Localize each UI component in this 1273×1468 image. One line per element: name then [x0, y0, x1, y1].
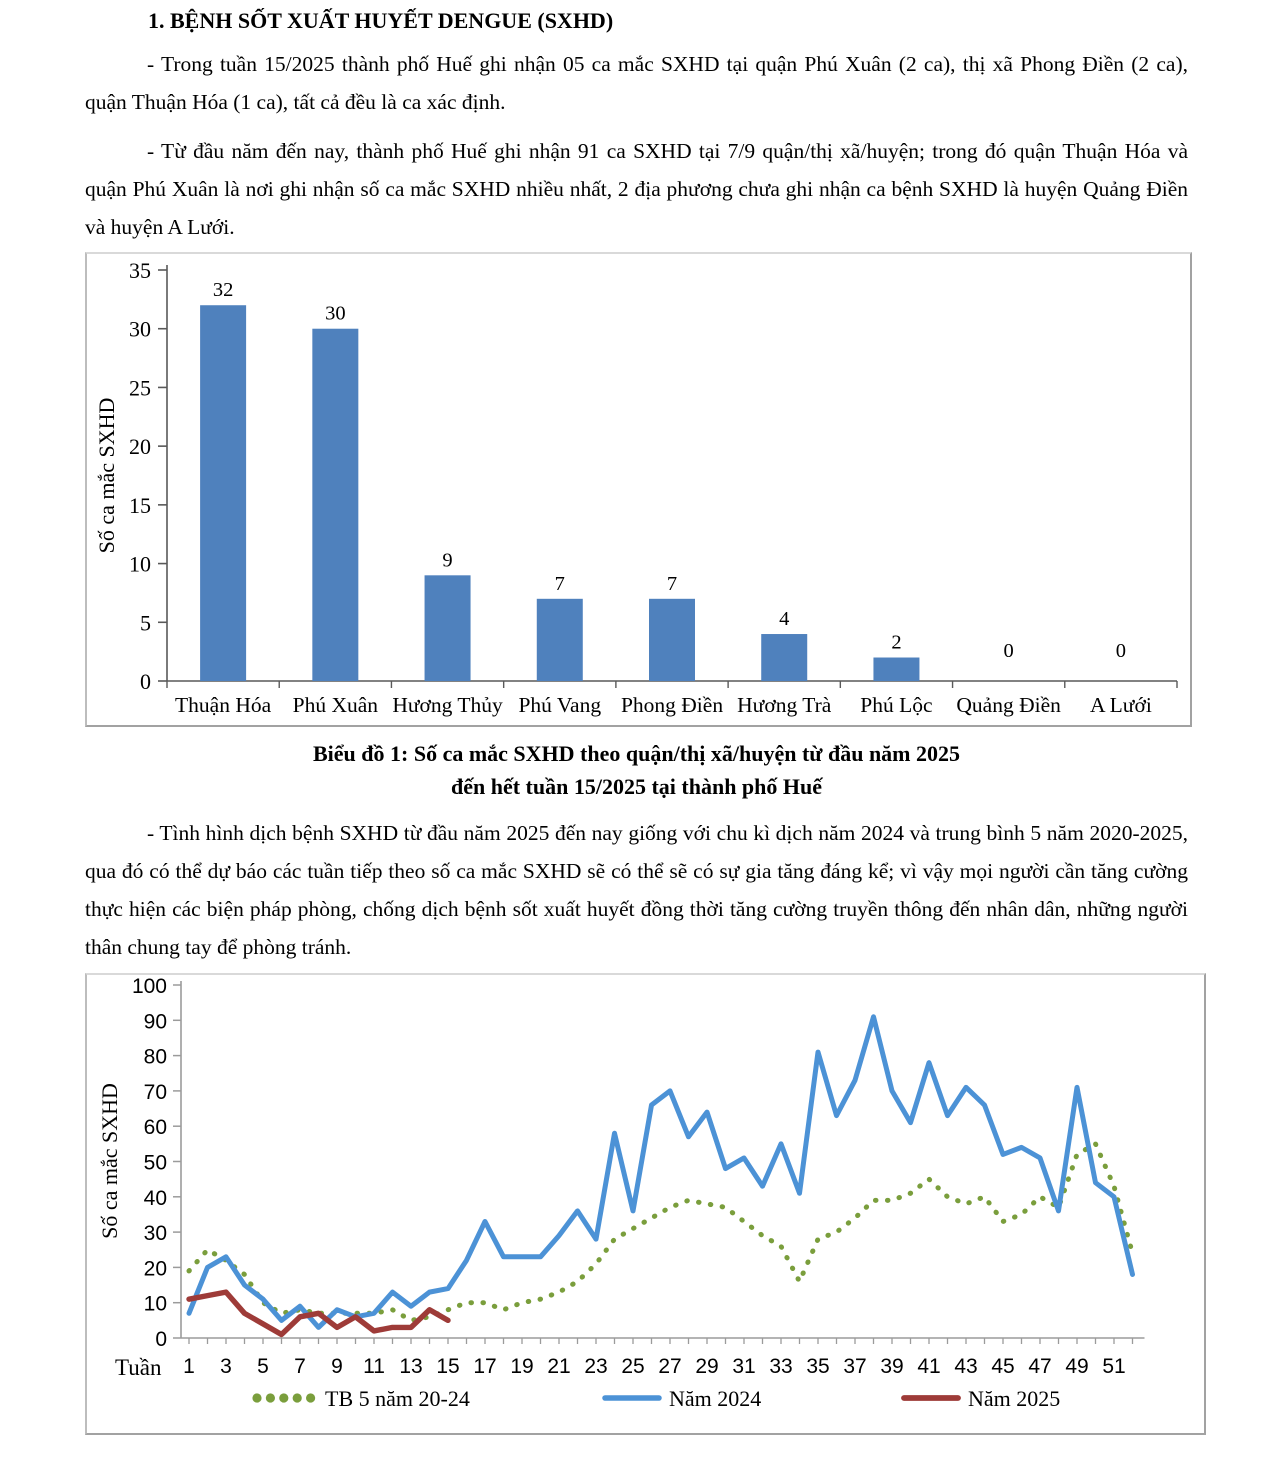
legend-avg-marker: [265, 1393, 275, 1403]
bar-value-label: 7: [667, 573, 677, 595]
legend-avg-marker: [306, 1393, 316, 1403]
line-y-tick-label: 40: [144, 1187, 167, 1210]
line-y-tick-label: 20: [144, 1257, 167, 1280]
paragraph-forecast: - Tình hình dịch bệnh SXHD từ đầu năm 20…: [85, 821, 1188, 959]
bar-category-label: Phú Lộc: [860, 693, 932, 717]
bar-category-label: Hương Thủy: [392, 693, 503, 717]
figure-caption: Biểu đồ 1: Số ca mắc SXHD theo quận/thị …: [85, 737, 1188, 803]
line-x-tick-label: 25: [621, 1355, 644, 1378]
bar-0: [200, 305, 247, 681]
bar-3: [536, 598, 583, 681]
line-y-tick-label: 70: [144, 1081, 167, 1104]
line-x-tick-label: 23: [584, 1355, 607, 1378]
line-y-tick-label: 100: [132, 975, 167, 998]
bar-y-tick-label: 5: [140, 610, 151, 635]
bar-category-label: Quảng Điền: [956, 693, 1061, 717]
line-x-tick-label: 33: [769, 1355, 792, 1378]
legend-avg-label: TB 5 năm 20-24: [325, 1386, 470, 1411]
line-y-tick-label: 0: [155, 1328, 167, 1351]
legend-2025-label: Năm 2025: [968, 1386, 1060, 1411]
bar-4: [649, 598, 695, 681]
bar-y-tick-label: 25: [129, 375, 151, 400]
bar-chart-figure: 0 5 10 15 20 25 30 35 32 Thuận Hóa 30 Phú Xuân 9 Hươn…: [85, 252, 1192, 727]
bar-category-label: Phong Điền: [621, 693, 723, 717]
bar-y-axis-title: Số ca mắc SXHD: [94, 398, 119, 554]
legend-2024-label: Năm 2024: [669, 1386, 761, 1411]
bar-1: [312, 328, 359, 681]
bar-value-label: 32: [213, 279, 234, 301]
bar-category-label: Phú Vang: [518, 693, 601, 717]
bar-category-label: A Lưới: [1090, 693, 1152, 717]
paragraph-week-summary: - Trong tuần 15/2025 thành phố Huế ghi n…: [85, 52, 1188, 114]
bar-6: [873, 657, 920, 681]
line-x-tick-label: 17: [473, 1355, 496, 1378]
bar-value-label: 4: [779, 608, 789, 630]
figure-caption-line1: Biểu đồ 1: Số ca mắc SXHD theo quận/thị …: [312, 741, 961, 766]
section-heading: 1. BỆNH SỐT XUẤT HUYẾT DENGUE (SXHD): [148, 8, 614, 33]
line-x-tick-label: 49: [1065, 1355, 1088, 1378]
line-x-tick-label: 21: [547, 1355, 570, 1378]
line-x-tick-label: 41: [917, 1355, 940, 1378]
line-x-tick-label: 13: [399, 1355, 422, 1378]
line-x-tick-label: 29: [695, 1355, 718, 1378]
line-x-tick-label: 11: [363, 1355, 385, 1378]
line-x-tick-label: 19: [510, 1355, 533, 1378]
bar-value-label: 2: [891, 632, 901, 654]
line-x-tick-label: 39: [880, 1355, 903, 1378]
line-x-tick-label: 35: [806, 1355, 829, 1378]
bar-value-label: 7: [555, 573, 565, 595]
line-x-tick-label: 45: [991, 1355, 1014, 1378]
bar-category-label: Thuận Hóa: [175, 693, 272, 717]
line-x-tick-label: 1: [183, 1355, 195, 1378]
line-x-tick-label: 5: [257, 1355, 269, 1378]
line-x-tick-label: 15: [436, 1355, 459, 1378]
line-x-tick-label: 31: [732, 1355, 755, 1378]
line-x-tick-label: 43: [954, 1355, 977, 1378]
bar-category-label: Hương Trà: [737, 693, 832, 717]
bar-value-label: 30: [325, 303, 346, 325]
bar-y-tick-label: 15: [129, 493, 151, 518]
legend-avg-marker: [279, 1393, 289, 1403]
legend-avg-marker: [292, 1393, 302, 1403]
series-line-1: [186, 1014, 1135, 1330]
line-y-tick-label: 90: [144, 1010, 167, 1033]
series-line-0: [186, 1141, 1135, 1323]
bar-category-label: Phú Xuân: [293, 693, 379, 717]
bar-value-label: 0: [1116, 640, 1126, 662]
line-y-axis-title: Số ca mắc SXHD: [97, 1083, 122, 1239]
line-x-axis-title: Tuần: [115, 1355, 162, 1380]
line-x-tick-label: 47: [1028, 1355, 1051, 1378]
bar-value-label: 0: [1004, 640, 1014, 662]
line-x-tick-label: 3: [220, 1355, 232, 1378]
bar-y-tick-label: 0: [140, 669, 151, 694]
line-x-tick-label: 51: [1102, 1355, 1125, 1378]
line-chart-figure: 0 10 20 30 40 50 60 70 80 90 100 1 3 5 7 9 11 13 15 17 19 21 2…: [85, 973, 1206, 1435]
bar-y-tick-label: 35: [129, 258, 151, 283]
line-y-tick-label: 80: [144, 1046, 167, 1069]
figure-caption-line2: đến hết tuần 15/2025 tại thành phố Huế: [450, 774, 823, 799]
bar-2: [424, 575, 471, 681]
line-x-tick-label: 9: [331, 1355, 343, 1378]
bar-y-tick-label: 30: [129, 317, 151, 342]
bar-5: [761, 634, 808, 681]
line-x-tick-label: 27: [658, 1355, 681, 1378]
line-y-tick-label: 50: [144, 1152, 167, 1175]
line-y-tick-label: 30: [144, 1222, 167, 1245]
bar-value-label: 9: [442, 549, 452, 571]
series-line-2: [186, 1289, 451, 1338]
bar-y-tick-label: 10: [129, 552, 151, 577]
legend: TB 5 năm 20-24 Năm 2024 Năm 2025: [252, 1386, 1060, 1411]
legend-avg-marker: [252, 1393, 262, 1403]
paragraph-ytd-summary: - Từ đầu năm đến nay, thành phố Huế ghi …: [85, 139, 1188, 239]
bar-y-tick-label: 20: [129, 434, 151, 459]
line-x-tick-label: 37: [843, 1355, 866, 1378]
line-y-tick-label: 60: [144, 1116, 167, 1139]
line-y-tick-label: 10: [144, 1293, 167, 1316]
line-x-tick-label: 7: [294, 1355, 306, 1378]
